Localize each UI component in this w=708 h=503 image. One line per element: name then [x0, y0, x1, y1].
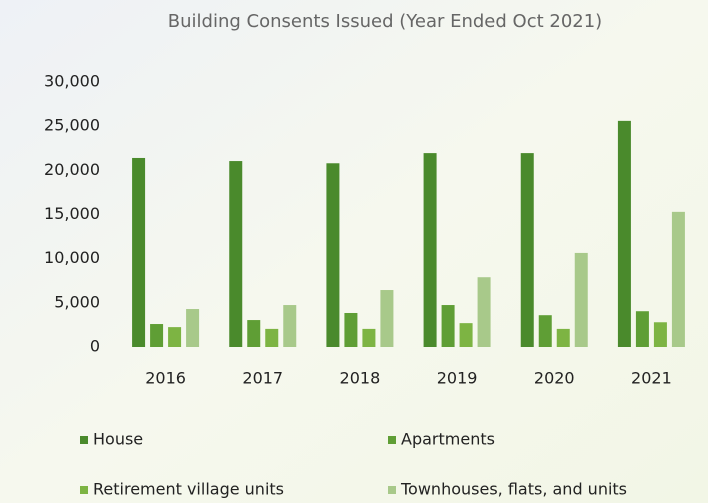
- bar: [574, 252, 588, 347]
- x-tick-label: 2021: [631, 369, 672, 388]
- chart-title: Building Consents Issued (Year Ended Oct…: [168, 11, 602, 32]
- bar: [265, 328, 279, 347]
- bar: [423, 153, 437, 347]
- bar: [441, 305, 455, 347]
- legend-swatch: [80, 436, 88, 444]
- y-tick-label: 20,000: [44, 160, 100, 179]
- x-tick-label: 2020: [534, 369, 575, 388]
- legend-label: Townhouses, flats, and units: [400, 480, 627, 499]
- bar: [459, 323, 473, 347]
- x-tick-label: 2017: [242, 369, 283, 388]
- bar: [168, 327, 182, 347]
- y-tick-label: 10,000: [44, 248, 100, 267]
- x-tick-label: 2016: [145, 369, 186, 388]
- bar: [617, 120, 631, 347]
- bar: [520, 153, 534, 347]
- bar: [477, 277, 491, 347]
- legend-label: House: [93, 430, 143, 449]
- legend-swatch: [388, 486, 396, 494]
- bar: [635, 311, 649, 347]
- y-tick-label: 5,000: [54, 292, 100, 311]
- bar: [150, 324, 164, 347]
- x-tick-label: 2018: [340, 369, 381, 388]
- bar: [538, 315, 552, 347]
- bar: [344, 312, 358, 347]
- bar: [247, 320, 261, 347]
- bar: [229, 161, 243, 347]
- bar: [671, 211, 685, 347]
- bar: [186, 309, 200, 347]
- bar: [362, 328, 376, 347]
- y-tick-label: 15,000: [44, 204, 100, 223]
- x-tick-label: 2019: [437, 369, 478, 388]
- bar: [653, 322, 667, 347]
- bar: [283, 305, 297, 347]
- bar: [556, 328, 570, 347]
- legend-swatch: [388, 436, 396, 444]
- legend-swatch: [80, 486, 88, 494]
- legend-label: Apartments: [401, 430, 495, 449]
- y-tick-label: 25,000: [44, 116, 100, 135]
- bar: [380, 290, 394, 347]
- bar: [326, 163, 340, 347]
- bar: [132, 157, 146, 347]
- legend-label: Retirement village units: [93, 480, 284, 499]
- y-tick-label: 0: [90, 337, 100, 356]
- y-tick-label: 30,000: [44, 72, 100, 91]
